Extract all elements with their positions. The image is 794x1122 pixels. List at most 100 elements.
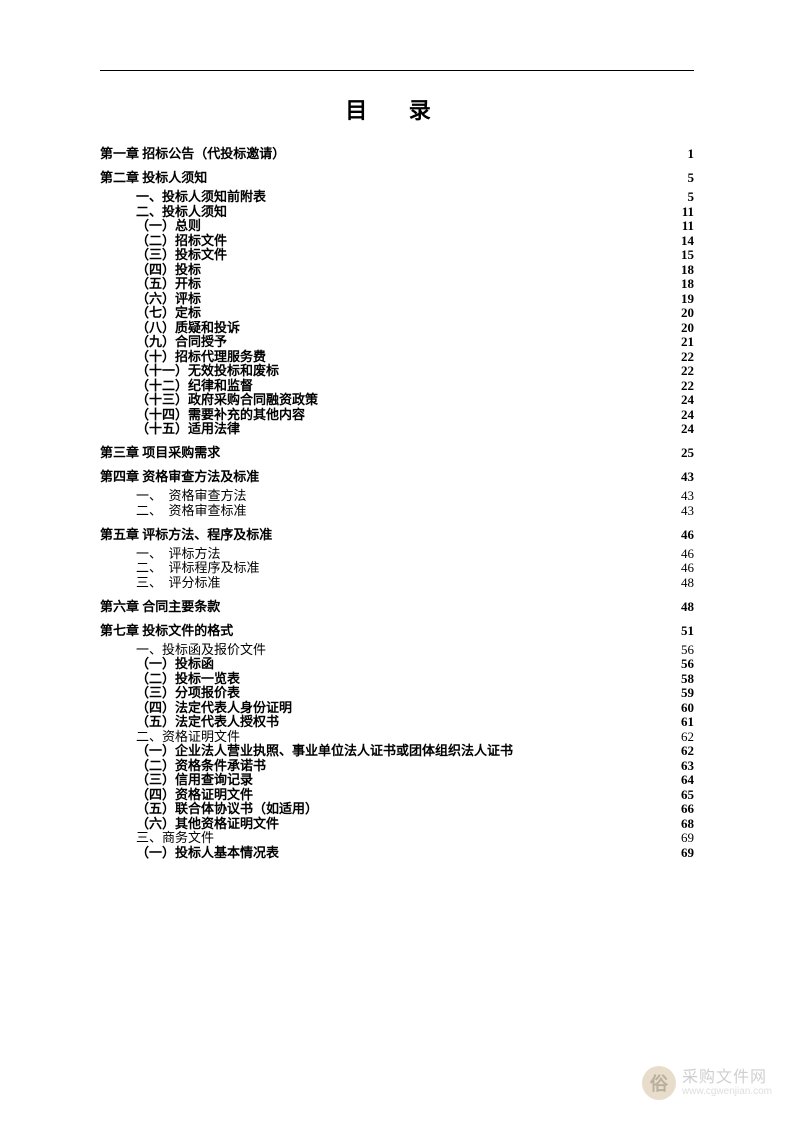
toc-page: 11 (682, 219, 694, 232)
toc-page: 63 (681, 759, 694, 772)
toc-label: （五）联合体协议书（如适用） (136, 802, 318, 815)
toc-label: 第七章 投标文件的格式 (100, 624, 233, 637)
toc-page: 5 (688, 190, 695, 203)
toc-entry: （一）投标函 56 (100, 657, 694, 670)
toc-label: 第三章 项目采购需求 (100, 446, 220, 459)
toc-page: 15 (681, 248, 694, 261)
toc-label: 第四章 资格审查方法及标准 (100, 470, 259, 483)
toc-entry: 一、投标函及报价文件 56 (100, 643, 694, 656)
toc-label: （九）合同授予 (136, 335, 227, 348)
toc-entry: （十五）适用法律 24 (100, 422, 694, 435)
toc-label: 第一章 招标公告（代投标邀请） (100, 147, 285, 160)
toc-label: 三、商务文件 (136, 831, 214, 844)
toc-label: 二、 评标程序及标准 (136, 561, 260, 574)
toc-page: 24 (681, 408, 694, 421)
toc-entry: 第六章 合同主要条款 48 (100, 600, 694, 613)
toc-entry: （九）合同授予 21 (100, 335, 694, 348)
toc-label: （一）投标函 (136, 657, 214, 670)
toc-label: （十五）适用法律 (136, 422, 240, 435)
toc-page: 48 (681, 600, 694, 613)
toc-entry: 三、商务文件 69 (100, 831, 694, 844)
toc-entry: （十三）政府采购合同融资政策 24 (100, 393, 694, 406)
toc-label: （一）企业法人营业执照、事业单位法人证书或团体组织法人证书 (136, 744, 513, 757)
toc-page: 24 (681, 422, 694, 435)
toc-entry: （五）开标 18 (100, 277, 694, 290)
toc-entry: （四）法定代表人身份证明 60 (100, 701, 694, 714)
toc-label: 二、资格证明文件 (136, 730, 240, 743)
toc-label: （五）开标 (136, 277, 201, 290)
toc-label: （十二）纪律和监督 (136, 379, 253, 392)
toc-entry: （八）质疑和投诉 20 (100, 321, 694, 334)
watermark: 俗 采购文件网 www.cgwenjian.com (642, 1066, 772, 1100)
toc-label: 一、 资格审查方法 (136, 489, 247, 502)
toc-page: 51 (681, 624, 694, 637)
toc-page: 62 (681, 744, 694, 757)
toc-page: 48 (681, 576, 694, 589)
toc-label: （四）法定代表人身份证明 (136, 701, 292, 714)
toc-entry: （十）招标代理服务费22 (100, 350, 694, 363)
toc-page: 69 (681, 831, 694, 844)
toc-entry: （三）信用查询记录64 (100, 773, 694, 786)
toc-page: 68 (681, 817, 694, 830)
toc-label: （三）信用查询记录 (136, 773, 253, 786)
toc-page: 20 (681, 306, 694, 319)
toc-entry: （二）资格条件承诺书63 (100, 759, 694, 772)
toc-label: （十四）需要补充的其他内容 (136, 408, 305, 421)
toc-entry: （二）招标文件14 (100, 234, 694, 247)
toc-entry: （四）投标18 (100, 263, 694, 276)
toc-page: 20 (681, 321, 694, 334)
toc-page: 24 (681, 393, 694, 406)
toc-page: 22 (681, 379, 694, 392)
toc-label: （七）定标 (136, 306, 201, 319)
toc-entry: 第七章 投标文件的格式 51 (100, 624, 694, 637)
toc-page: 46 (681, 561, 694, 574)
toc-entry: （五）法定代表人授权书 61 (100, 715, 694, 728)
toc-entry: 第三章 项目采购需求 25 (100, 446, 694, 459)
toc-page: 59 (681, 686, 694, 699)
toc-page: 21 (681, 335, 694, 348)
toc-entry: （三）投标文件15 (100, 248, 694, 261)
toc-label: （一）投标人基本情况表 (136, 846, 279, 859)
toc-label: （十三）政府采购合同融资政策 (136, 393, 318, 406)
toc-label: （一）总则 (136, 219, 201, 232)
toc-entry: 三、 评分标准 48 (100, 576, 694, 589)
toc-entry: 二、投标人须知11 (100, 205, 694, 218)
toc-label: 第六章 合同主要条款 (100, 600, 220, 613)
toc-label: 三、 评分标准 (136, 576, 221, 589)
toc-entry: 一、投标人须知前附表 5 (100, 190, 694, 203)
toc-entry: 二、资格证明文件62 (100, 730, 694, 743)
toc-entry: 一、 资格审查方法 43 (100, 489, 694, 502)
toc-label: （十）招标代理服务费 (136, 350, 266, 363)
toc-entry: （五）联合体协议书（如适用）66 (100, 802, 694, 815)
toc-page: 60 (681, 701, 694, 714)
toc-entry: （十二）纪律和监督 22 (100, 379, 694, 392)
toc-entry: 第二章 投标人须知 5 (100, 171, 694, 184)
toc-page: 65 (681, 788, 694, 801)
toc-entry: 二、 资格审查标准43 (100, 504, 694, 517)
toc-label: 一、投标人须知前附表 (136, 190, 266, 203)
toc-page: 5 (688, 171, 695, 184)
toc-label: 第二章 投标人须知 (100, 171, 207, 184)
toc-label: （六）评标 (136, 292, 201, 305)
watermark-icon: 俗 (642, 1066, 676, 1100)
toc-entry: 第五章 评标方法、程序及标准 46 (100, 528, 694, 541)
toc-label: （三）分项报价表 (136, 686, 240, 699)
toc-page: 61 (681, 715, 694, 728)
toc-label: （八）质疑和投诉 (136, 321, 240, 334)
toc-page: 11 (682, 205, 694, 218)
toc-page: 43 (681, 489, 694, 502)
toc-label: （五）法定代表人授权书 (136, 715, 279, 728)
toc-page: 56 (681, 657, 694, 670)
toc-label: 一、投标函及报价文件 (136, 643, 266, 656)
toc-page: 25 (681, 446, 694, 459)
toc-page: 1 (688, 147, 695, 160)
toc-label: （二）投标一览表 (136, 672, 240, 685)
toc-page: 18 (681, 277, 694, 290)
toc-page: 46 (681, 528, 694, 541)
toc-page: 43 (681, 504, 694, 517)
top-rule (100, 70, 694, 71)
toc-entry: （十四）需要补充的其他内容 24 (100, 408, 694, 421)
toc-entry: （七）定标 20 (100, 306, 694, 319)
toc-label: 第五章 评标方法、程序及标准 (100, 528, 272, 541)
toc-page: 56 (681, 643, 694, 656)
